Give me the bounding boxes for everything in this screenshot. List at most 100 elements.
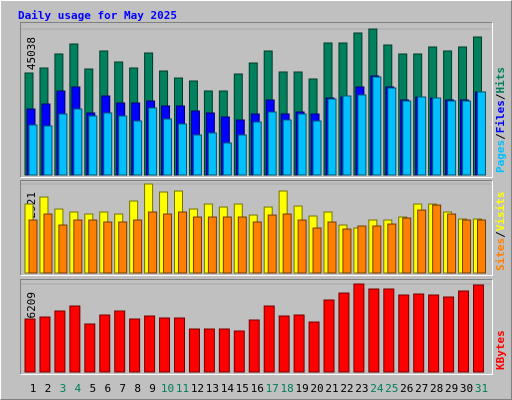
x-tick-label: 26 xyxy=(400,382,413,395)
x-tick-label: 7 xyxy=(119,382,126,395)
bar xyxy=(432,97,442,176)
bar xyxy=(312,120,322,176)
chart-title: Daily usage for May 2025 xyxy=(18,9,177,22)
bar xyxy=(58,224,68,274)
bar xyxy=(297,219,307,274)
bar xyxy=(222,216,232,274)
bar xyxy=(458,290,470,373)
bar xyxy=(178,123,187,176)
x-tick-label: 22 xyxy=(340,382,353,395)
x-tick-label: 3 xyxy=(60,382,67,395)
x-tick-label: 30 xyxy=(460,382,473,395)
legend: KBytes xyxy=(494,330,507,370)
bar xyxy=(338,292,350,373)
bar xyxy=(73,108,83,176)
bar xyxy=(368,288,380,373)
bar xyxy=(252,121,262,176)
bar xyxy=(133,120,143,176)
bar xyxy=(73,219,83,274)
bar xyxy=(312,227,322,274)
bar xyxy=(174,317,185,373)
bar xyxy=(267,214,277,274)
bar xyxy=(387,87,397,176)
x-tick-label: 23 xyxy=(355,382,368,395)
bar xyxy=(402,100,412,176)
x-tick-label: 21 xyxy=(325,382,338,395)
bar xyxy=(282,213,292,274)
x-tick-label: 16 xyxy=(251,382,264,395)
bar xyxy=(103,112,113,176)
bar xyxy=(417,209,427,274)
bar xyxy=(282,119,292,176)
bar xyxy=(267,111,277,176)
bar xyxy=(148,211,158,274)
bar xyxy=(218,328,230,373)
bar xyxy=(203,328,215,373)
panel-bevel xyxy=(20,279,493,375)
bar xyxy=(99,314,111,373)
panel-bevel xyxy=(20,22,493,178)
legend: Sites/Visits xyxy=(494,192,507,272)
x-tick-label: 19 xyxy=(295,382,308,395)
x-tick-label: 12 xyxy=(191,382,204,395)
bar xyxy=(443,296,455,373)
bar xyxy=(69,305,81,373)
x-tick-label: 8 xyxy=(134,382,141,395)
bar xyxy=(297,113,307,176)
legend-separator: / xyxy=(494,231,507,238)
legend-entry: KBytes xyxy=(494,330,507,370)
x-tick-label: 24 xyxy=(370,382,384,395)
x-tick-label: 25 xyxy=(385,382,398,395)
x-tick-label: 11 xyxy=(176,382,189,395)
bar xyxy=(192,134,202,176)
x-tick-label: 6 xyxy=(104,382,111,395)
x-tick-label: 9 xyxy=(149,382,156,395)
bar xyxy=(133,219,143,274)
x-tick-label: 10 xyxy=(161,382,174,395)
bar xyxy=(84,323,96,373)
bar xyxy=(88,115,98,176)
legend-entry: Visits xyxy=(494,192,507,232)
bar xyxy=(24,318,36,373)
bar xyxy=(342,228,352,274)
bar xyxy=(54,310,66,373)
bar xyxy=(188,328,200,373)
bar xyxy=(327,98,337,176)
bar xyxy=(88,219,98,274)
bar xyxy=(248,319,260,373)
bar xyxy=(222,142,232,176)
legend-entry: Files xyxy=(494,100,507,133)
bar xyxy=(159,317,171,373)
bar xyxy=(308,321,320,373)
legend: Pages/Files/Hits xyxy=(494,67,507,173)
bar xyxy=(447,100,457,176)
bar xyxy=(462,219,472,274)
x-tick-label: 20 xyxy=(310,382,323,395)
x-tick-label: 17 xyxy=(266,382,279,395)
bar xyxy=(428,294,440,373)
bar xyxy=(447,213,457,274)
x-tick-label: 4 xyxy=(75,382,82,395)
bar xyxy=(163,213,173,274)
bar xyxy=(252,221,262,274)
bar xyxy=(462,100,472,176)
bar xyxy=(263,305,275,373)
x-tick-label: 5 xyxy=(89,382,96,395)
bar xyxy=(413,293,425,373)
legend-separator: / xyxy=(494,133,507,140)
x-tick-label: 31 xyxy=(475,382,488,395)
bar xyxy=(237,216,247,274)
x-tick-label: 13 xyxy=(206,382,219,395)
bar xyxy=(233,330,245,373)
bar xyxy=(278,315,290,373)
bar xyxy=(114,310,126,373)
x-tick-label: 2 xyxy=(45,382,52,395)
x-tick-label: 27 xyxy=(415,382,428,395)
panel-bevel xyxy=(20,22,493,178)
bar xyxy=(477,219,486,274)
bar xyxy=(327,221,337,274)
bar xyxy=(357,94,367,176)
bar xyxy=(207,132,217,176)
x-tick-label: 29 xyxy=(445,382,458,395)
